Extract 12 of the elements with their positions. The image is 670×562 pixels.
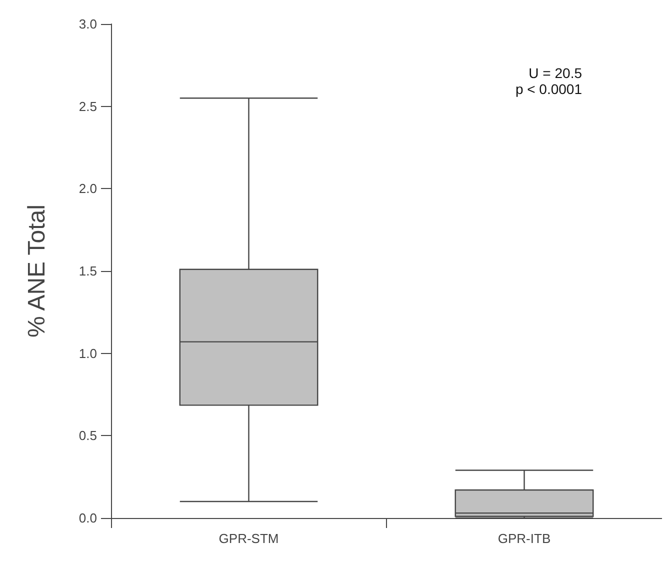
y-tick-label: 1.5 bbox=[78, 264, 97, 278]
y-tick-label: 0.5 bbox=[78, 428, 97, 444]
y-axis-title: % ANE Total bbox=[24, 204, 50, 338]
annotation: p < 0.0001 bbox=[515, 81, 582, 97]
y-tick-label: 2.5 bbox=[78, 98, 97, 114]
y-tick-label: 0.0 bbox=[78, 510, 97, 526]
x-tick-label: GPR-STM bbox=[218, 531, 279, 546]
annotation: U = 20.5 bbox=[528, 65, 582, 81]
y-tick-label: 2.0 bbox=[78, 181, 97, 196]
y-tick-label: 3.0 bbox=[78, 16, 97, 32]
x-tick-label: GPR-ITB bbox=[498, 531, 551, 546]
y-tick-label: 1.0 bbox=[78, 346, 97, 361]
